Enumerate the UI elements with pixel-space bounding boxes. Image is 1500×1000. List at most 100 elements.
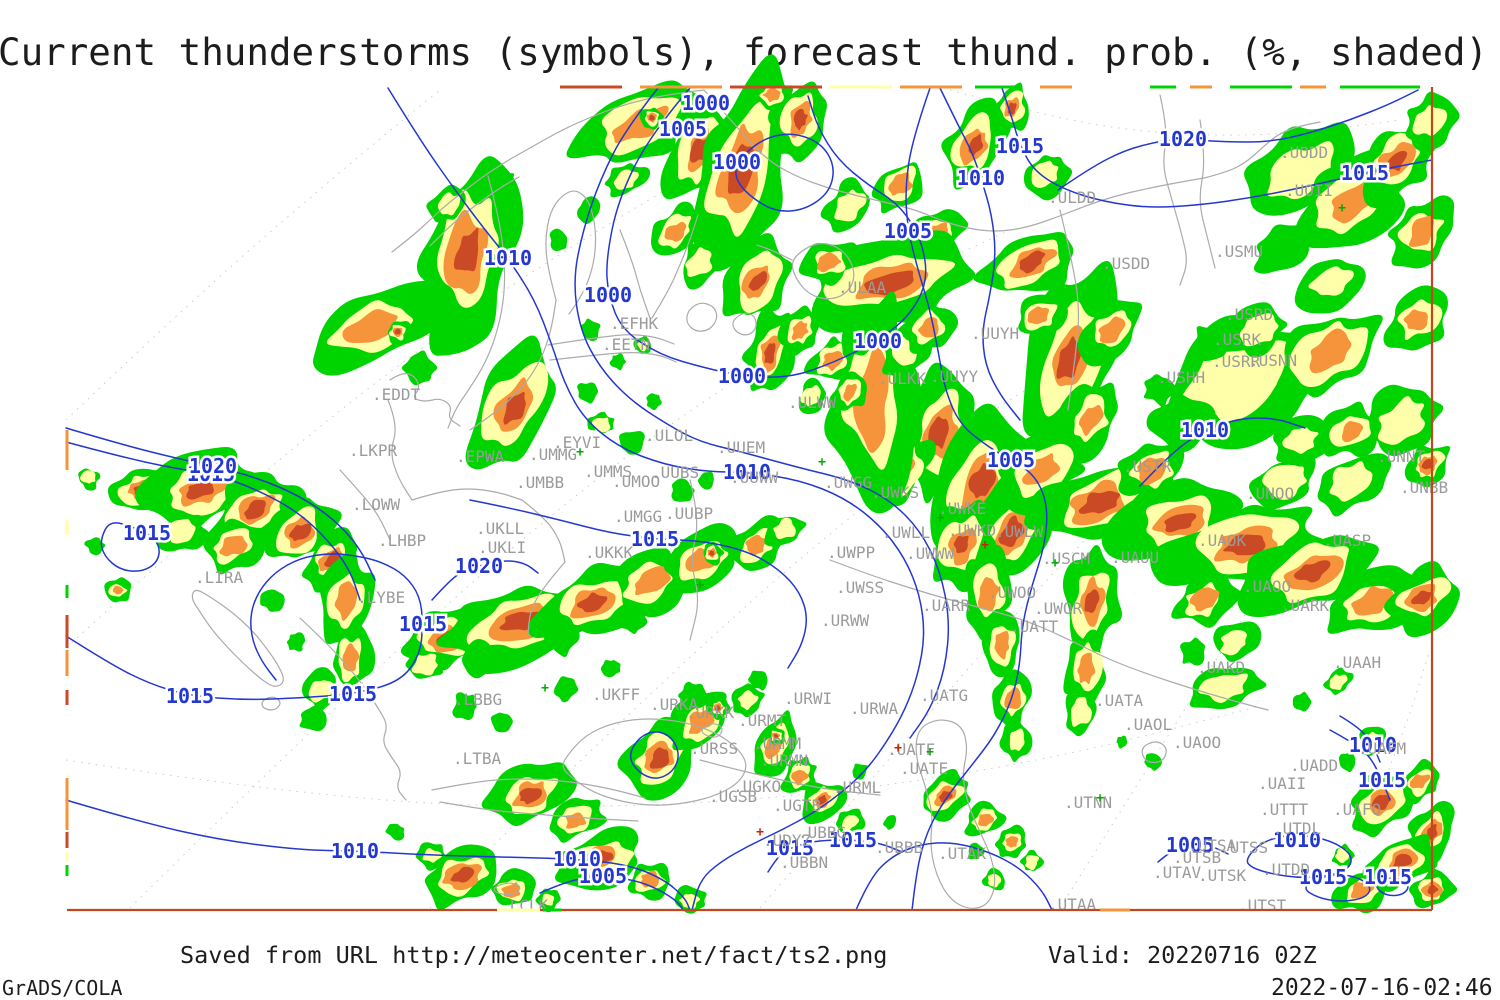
thunderstorm-symbol: + <box>1338 201 1346 216</box>
coastline <box>732 312 757 336</box>
isobar-line <box>387 87 925 911</box>
thunderstorm-symbol: + <box>981 538 989 553</box>
storm-cell-level-3 <box>342 643 360 672</box>
storm-cell-level-1 <box>1180 637 1206 666</box>
isobar-label: 1010 <box>1273 828 1321 852</box>
storm-cell-level-3 <box>762 87 781 103</box>
storm-cell-level-4 <box>764 342 776 364</box>
storm-cell-level-1 <box>299 705 327 732</box>
storm-cell-level-1 <box>1292 691 1312 712</box>
storm-cell-level-2 <box>737 690 759 711</box>
station-label: .UGTB <box>773 796 821 815</box>
isobar-label: 1015 <box>1341 161 1389 185</box>
isobar-label: 1005 <box>659 117 707 141</box>
station-label: .USMU <box>1215 242 1263 261</box>
storm-cell-level-4 <box>968 133 984 157</box>
storm-cell-level-2 <box>411 653 438 676</box>
thunderstorm-symbols: + + + + + + + + + + + + <box>541 201 1346 840</box>
isobar-label: 1015 <box>829 828 877 852</box>
isobar-labels: 1000100010001000100010051005100510051005… <box>120 89 1414 892</box>
storm-cell-level-3 <box>1078 405 1104 437</box>
storm-cell-level-4 <box>1084 589 1100 613</box>
storm-cell-level-4 <box>1223 534 1266 556</box>
storm-cell-level-1 <box>549 228 568 252</box>
storm-cell-level-3 <box>1098 316 1126 344</box>
thunderstorm-symbol: + <box>926 745 934 760</box>
storm-cell-level-4 <box>450 866 475 883</box>
storm-cell-level-1 <box>461 639 502 679</box>
storm-cell-level-3 <box>1189 587 1220 612</box>
station-label: .UKLL <box>476 519 524 538</box>
station-label: .URWA <box>850 699 899 718</box>
storm-cell-level-3 <box>1004 687 1022 709</box>
storm-cell-level-3 <box>791 769 809 786</box>
coastline <box>191 589 284 687</box>
station-label: .UATG <box>920 686 968 705</box>
storm-cell-level-2 <box>1071 697 1092 727</box>
station-label: .UAOK <box>1198 531 1247 550</box>
coastline <box>689 479 699 641</box>
station-label: .UMOO <box>612 472 660 491</box>
station-label: .UAFM <box>1358 739 1406 758</box>
station-label: .ULKK <box>878 369 927 388</box>
storm-cell-level-1 <box>260 589 285 612</box>
station-label: .UTST <box>1238 896 1287 915</box>
isobar-line <box>469 499 808 669</box>
station-label: .UGKO <box>733 777 781 796</box>
storm-cell-level-1 <box>852 763 869 780</box>
station-label: .UASP <box>1323 531 1371 550</box>
storm-cell-level-4 <box>1392 853 1413 869</box>
isobar-label: 1015 <box>123 521 171 545</box>
storm-cell-level-3 <box>1409 774 1431 789</box>
station-label: .URMT <box>738 711 787 730</box>
storm-cell-level-4 <box>773 733 779 739</box>
isobar-label: 1010 <box>723 460 771 484</box>
coastline <box>1141 741 1167 764</box>
coastline <box>439 801 639 822</box>
coastline <box>339 469 391 541</box>
storm-cell-level-1 <box>697 472 714 490</box>
storm-cell-level-4 <box>1019 250 1046 274</box>
storm-cell-level-2 <box>80 470 96 484</box>
storm-cell-level-3 <box>994 630 1010 660</box>
isobar-label: 1020 <box>455 554 503 578</box>
station-label: .UARK <box>1281 596 1330 615</box>
station-label: .UTDL <box>1273 819 1321 838</box>
station-label: .UNOO <box>1246 484 1294 503</box>
storm-cell-level-4 <box>953 535 969 554</box>
grads-cola-credit: GrADS/COLA <box>2 976 123 1000</box>
station-labels: .EDDT .LKPR .EPWA .UMBB .LOWW .LHBP .UKLL.UKLI… <box>195 143 1448 915</box>
isobar-line <box>606 87 927 378</box>
storm-cell-level-4 <box>727 144 755 194</box>
storm-cell-level-4 <box>1078 490 1121 514</box>
storm-cell-level-4 <box>793 108 808 131</box>
coastline <box>545 190 597 315</box>
storm-cell-level-4 <box>928 416 949 449</box>
storm-cell-level-4 <box>1411 590 1432 605</box>
storm-cell-level-2 <box>1335 847 1350 864</box>
storm-cell-level-1 <box>544 624 580 658</box>
station-label: .UNNT <box>1377 447 1426 466</box>
storm-cell-level-1 <box>1338 752 1356 773</box>
coastline <box>469 299 557 431</box>
station-label: .UNBB <box>1400 478 1448 497</box>
isobar-line <box>735 133 834 212</box>
station-label: .LIRA <box>195 568 244 587</box>
coastline <box>651 214 699 319</box>
storm-cell-level-1 <box>286 632 306 652</box>
coastline <box>493 882 521 896</box>
station-label: .UUEM <box>717 438 765 457</box>
storm-cell-level-2 <box>1329 674 1348 691</box>
graticule-line <box>65 89 441 421</box>
isobar-line <box>1157 844 1229 863</box>
storm-cell-level-1 <box>452 692 477 721</box>
station-label: .UWLW <box>995 522 1044 541</box>
isobar-line <box>1057 89 1419 191</box>
thunderstorm-symbol: + <box>576 445 584 460</box>
station-label: .UUBP <box>665 504 713 523</box>
storm-cell-level-3 <box>640 870 660 888</box>
station-label: .UGSB <box>709 787 757 806</box>
storm-cell-level-2 <box>1308 266 1354 296</box>
thunderstorm-symbol: + <box>541 681 549 696</box>
isobar-line <box>65 427 376 581</box>
